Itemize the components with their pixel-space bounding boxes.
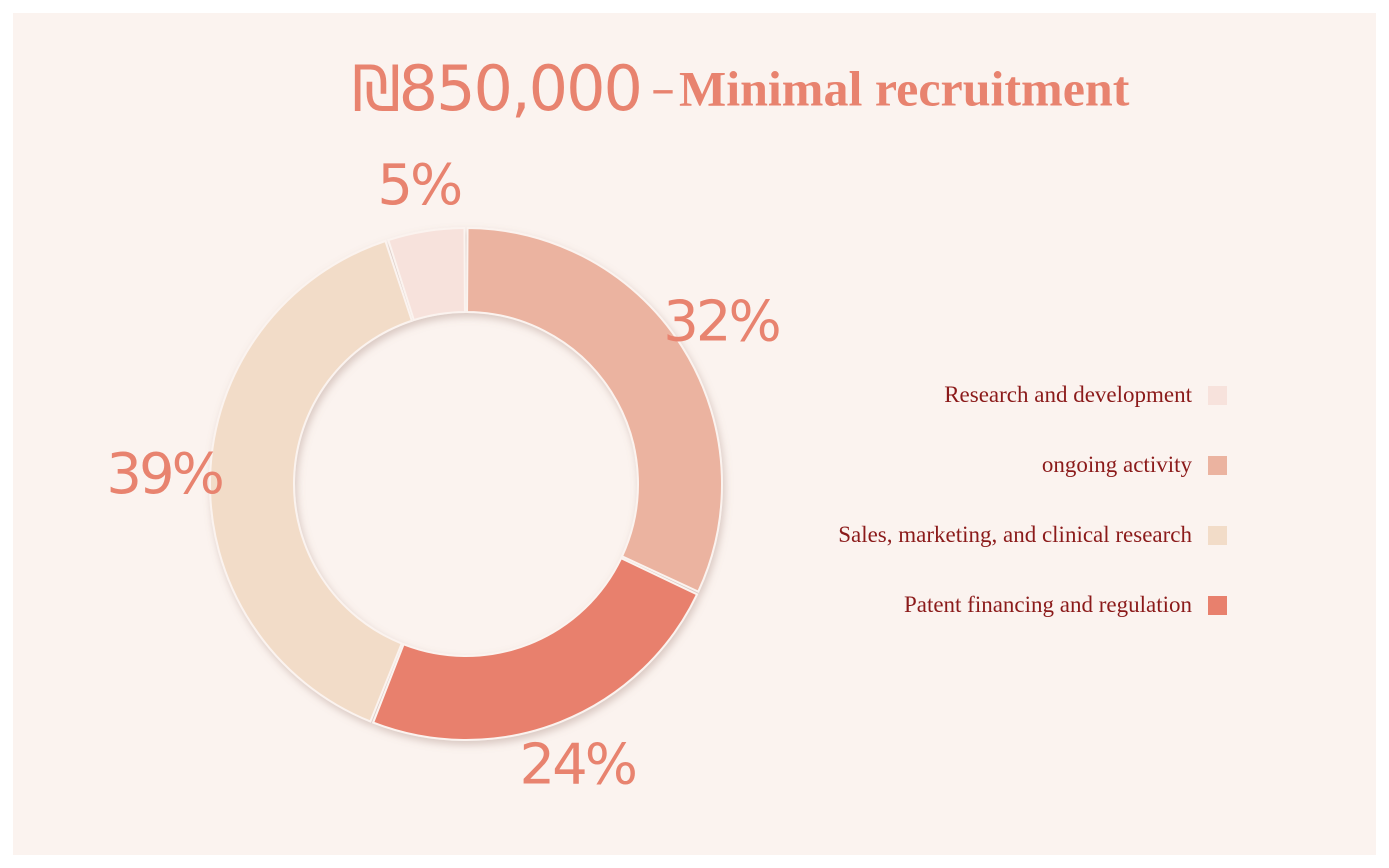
legend-swatch (1208, 595, 1227, 615)
title-label: Minimal recruitment (679, 60, 1130, 117)
slice-label-sales-marketing-and-clinical-research: 39% (106, 442, 222, 507)
legend-label: Research and development (944, 382, 1192, 407)
legend-swatch (1208, 455, 1227, 475)
chart-legend: Research and development ongoing activity… (707, 360, 1227, 640)
slice-patent-financing-and-regulation (371, 556, 699, 741)
legend-item-sales-marketing-and-clinical-research: Sales, marketing, and clinical research (707, 500, 1227, 570)
slice-labels: 32% 24% 39% 5% (106, 153, 782, 797)
legend-swatch (1208, 525, 1227, 545)
legend-item-patent-financing-and-regulation: Patent financing and regulation (707, 570, 1227, 640)
donut-slices (209, 226, 723, 741)
slice-label-research-and-development: 5% (377, 153, 461, 218)
legend-label: Sales, marketing, and clinical research (838, 522, 1192, 547)
slice-label-patent-financing-and-regulation: 24% (519, 732, 635, 797)
title-amount: ₪850,000 (352, 52, 643, 125)
slice-sales-marketing-and-clinical-research (209, 239, 414, 723)
title-separator: – (651, 60, 676, 117)
legend-swatch (1208, 385, 1227, 405)
legend-item-ongoing-activity: ongoing activity (707, 430, 1227, 500)
slice-ongoing-activity (466, 226, 723, 593)
legend-item-research-and-development: Research and development (707, 360, 1227, 430)
slice-research-and-development (387, 226, 466, 322)
slice-label-ongoing-activity: 32% (663, 290, 779, 355)
legend-label: ongoing activity (1041, 452, 1192, 477)
legend-label: Patent financing and regulation (903, 592, 1192, 617)
chart-title: ₪850,000 –Minimal recruitment (352, 52, 1129, 125)
